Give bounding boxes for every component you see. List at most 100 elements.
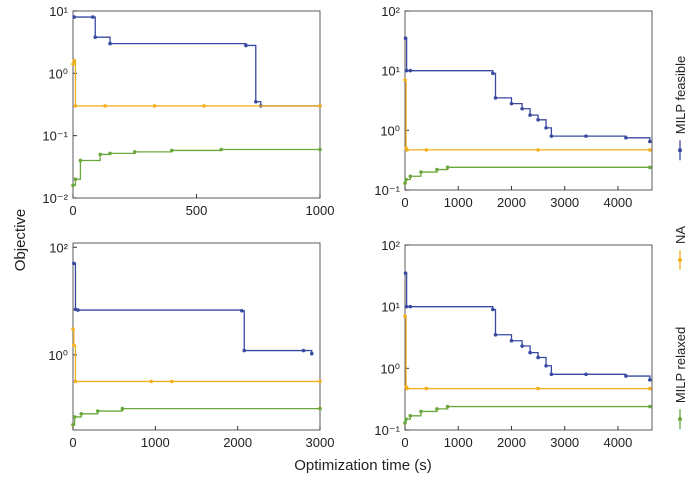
y-tick-label: 10⁻¹ bbox=[374, 423, 400, 438]
data-point bbox=[528, 350, 532, 355]
y-tick-label: 10⁰ bbox=[48, 348, 68, 363]
data-point bbox=[242, 348, 247, 353]
data-point bbox=[318, 104, 322, 108]
x-tick-label: 0 bbox=[69, 203, 76, 218]
data-point bbox=[301, 348, 306, 353]
data-point bbox=[549, 372, 554, 377]
series-line bbox=[73, 59, 320, 107]
data-point bbox=[536, 386, 540, 391]
data-point bbox=[544, 363, 548, 368]
data-point bbox=[435, 167, 439, 172]
data-point bbox=[405, 386, 409, 391]
data-point bbox=[108, 151, 112, 156]
data-point bbox=[493, 96, 498, 100]
data-point bbox=[445, 165, 450, 170]
plot-frame bbox=[72, 242, 321, 431]
x-tick-label: 0 bbox=[401, 195, 408, 210]
series-line bbox=[405, 79, 650, 151]
data-point bbox=[648, 165, 652, 170]
data-point bbox=[403, 271, 408, 275]
data-point bbox=[493, 332, 498, 337]
data-point bbox=[509, 101, 514, 106]
y-tick-label: 10¹ bbox=[381, 300, 400, 315]
data-point bbox=[509, 338, 514, 343]
data-point bbox=[424, 148, 429, 152]
data-point bbox=[648, 148, 652, 152]
data-point bbox=[244, 43, 248, 48]
data-point bbox=[98, 152, 102, 157]
x-tick-label: 0 bbox=[401, 435, 408, 450]
x-tick-label: 3000 bbox=[550, 195, 579, 210]
data-point bbox=[73, 104, 78, 108]
plot-frame bbox=[404, 244, 653, 431]
data-point bbox=[253, 99, 258, 104]
y-tick-label: 10⁻¹ bbox=[374, 183, 400, 198]
x-tick-label: 4000 bbox=[603, 435, 632, 450]
data-point bbox=[318, 379, 322, 384]
y-tick-label: 10⁰ bbox=[380, 361, 400, 376]
data-point bbox=[445, 404, 450, 409]
data-point bbox=[435, 407, 439, 411]
x-tick-label: 3000 bbox=[306, 435, 335, 450]
data-point bbox=[309, 351, 314, 356]
data-point bbox=[408, 174, 413, 179]
y-tick-label: 10⁻¹ bbox=[42, 129, 68, 144]
x-tick-label: 500 bbox=[186, 203, 208, 218]
data-point bbox=[549, 134, 554, 138]
y-tick-label: 10⁰ bbox=[380, 123, 400, 138]
data-point bbox=[584, 134, 588, 138]
data-point bbox=[419, 170, 423, 174]
data-point bbox=[584, 372, 588, 377]
data-point bbox=[404, 417, 408, 421]
x-tick-label: 3000 bbox=[550, 435, 579, 450]
data-point bbox=[170, 148, 174, 153]
data-point bbox=[536, 355, 540, 360]
legend-marker bbox=[678, 417, 682, 422]
y-tick-label: 10⁻² bbox=[42, 191, 68, 206]
data-point bbox=[76, 308, 80, 312]
data-point bbox=[149, 379, 154, 384]
data-point bbox=[72, 415, 77, 419]
data-point bbox=[72, 15, 77, 19]
data-point bbox=[79, 412, 84, 416]
data-point bbox=[152, 104, 157, 108]
data-point bbox=[318, 147, 322, 152]
x-tick-label: 2000 bbox=[497, 195, 526, 210]
data-point bbox=[528, 113, 532, 117]
data-point bbox=[219, 147, 223, 152]
y-tick-label: 10² bbox=[49, 240, 68, 255]
data-point bbox=[491, 71, 495, 76]
data-point bbox=[71, 327, 75, 331]
data-point bbox=[318, 406, 322, 411]
x-tick-label: 1000 bbox=[141, 435, 170, 450]
x-tick-label: 0 bbox=[69, 435, 76, 450]
legend-entry: NA bbox=[673, 226, 688, 271]
data-point bbox=[424, 386, 429, 391]
data-point bbox=[403, 314, 407, 319]
y-axis-label: Objective bbox=[12, 209, 29, 272]
series-line bbox=[405, 315, 650, 390]
data-point bbox=[408, 304, 413, 309]
data-point bbox=[95, 409, 100, 413]
x-tick-label: 2000 bbox=[223, 435, 252, 450]
data-point bbox=[71, 422, 75, 427]
legend-label: MILP relaxed bbox=[673, 327, 688, 403]
data-point bbox=[520, 106, 524, 111]
data-point bbox=[405, 148, 409, 152]
legend-label: MILP feasible bbox=[673, 56, 688, 135]
plot-frame bbox=[404, 10, 653, 191]
y-tick-label: 10² bbox=[381, 238, 400, 253]
legend-entry: MILP relaxed bbox=[673, 327, 688, 430]
data-point bbox=[404, 68, 409, 73]
data-point bbox=[520, 344, 524, 348]
legend-marker bbox=[678, 148, 682, 153]
data-point bbox=[648, 404, 652, 409]
data-point bbox=[624, 374, 628, 378]
data-point bbox=[648, 378, 652, 382]
legend-entry: MILP feasible bbox=[673, 56, 688, 161]
data-point bbox=[72, 343, 76, 348]
data-point bbox=[544, 126, 548, 130]
data-point bbox=[72, 261, 76, 266]
data-point bbox=[73, 177, 78, 182]
